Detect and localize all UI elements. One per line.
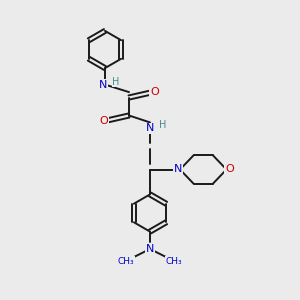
- Text: N: N: [146, 123, 154, 134]
- Text: O: O: [225, 164, 234, 175]
- Text: O: O: [150, 87, 159, 98]
- Text: H: H: [159, 120, 166, 130]
- Text: CH₃: CH₃: [118, 256, 134, 266]
- Text: H: H: [112, 76, 120, 87]
- Text: N: N: [98, 80, 107, 90]
- Text: N: N: [173, 164, 182, 175]
- Text: O: O: [99, 116, 108, 126]
- Text: N: N: [146, 244, 154, 254]
- Text: CH₃: CH₃: [166, 256, 182, 266]
